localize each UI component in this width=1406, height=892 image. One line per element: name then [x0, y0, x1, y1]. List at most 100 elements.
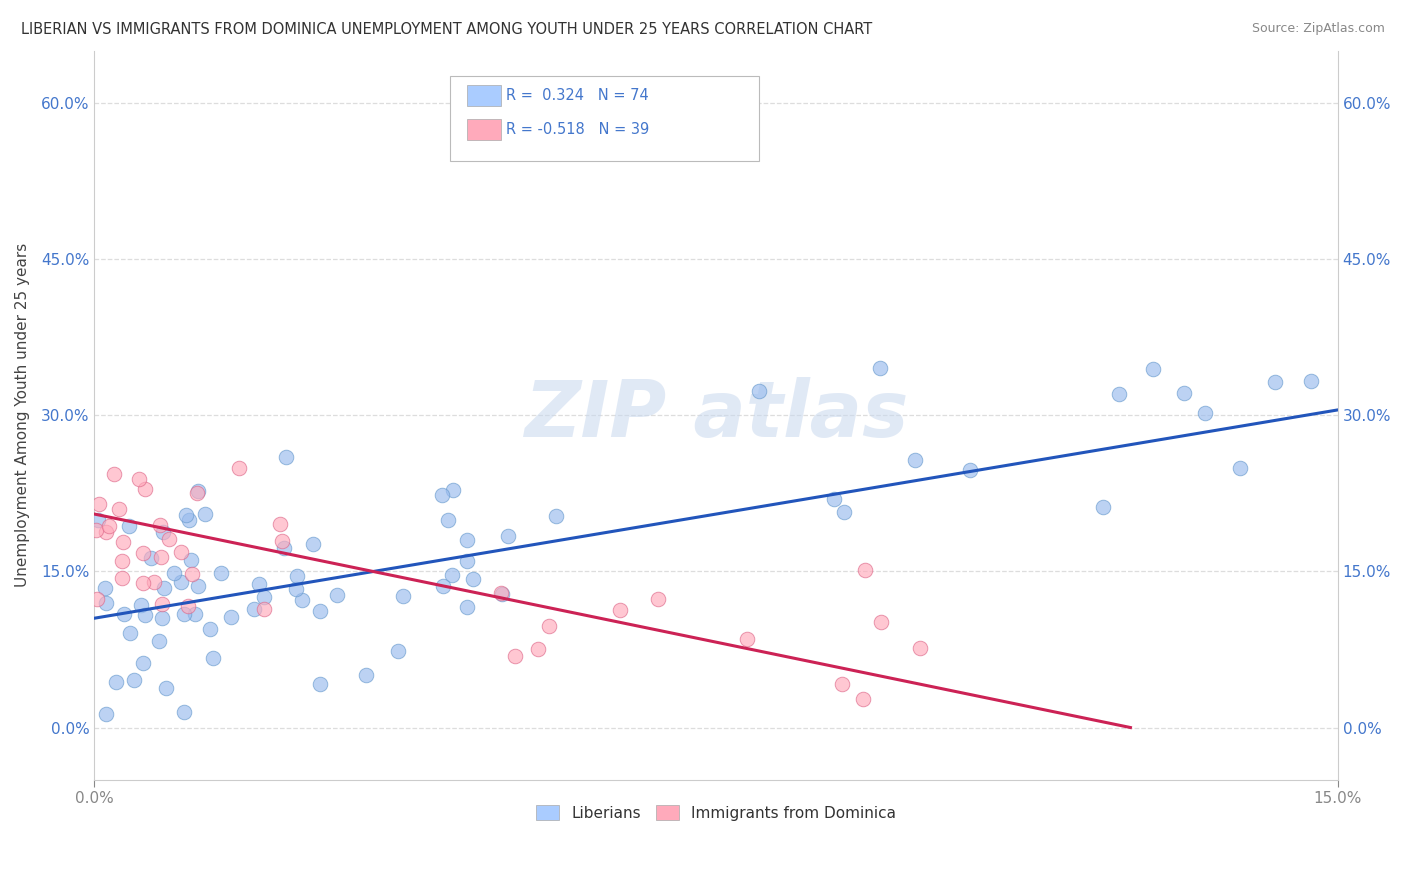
Point: [870, 615, 893, 629]
Point: [823, 492, 845, 507]
Point: [157, 532, 180, 546]
Point: [273, 541, 295, 555]
Point: [202, 651, 225, 665]
Point: [87, 513, 110, 527]
Point: [285, 568, 308, 582]
Point: [209, 566, 232, 581]
Point: [177, 599, 200, 613]
Text: Source: ZipAtlas.com: Source: ZipAtlas.com: [1251, 22, 1385, 36]
Point: [1173, 385, 1195, 400]
Text: LIBERIAN VS IMMIGRANTS FROM DOMINICA UNEMPLOYMENT AMONG YOUTH UNDER 25 YEARS COR: LIBERIAN VS IMMIGRANTS FROM DOMINICA UNE…: [21, 22, 872, 37]
Point: [148, 634, 170, 648]
Point: [131, 546, 153, 560]
Point: [498, 529, 520, 543]
Point: [112, 607, 135, 621]
Point: [153, 581, 176, 595]
Point: [959, 463, 981, 477]
Point: [1092, 500, 1115, 514]
Point: [110, 571, 132, 585]
Point: [735, 632, 758, 646]
Point: [456, 599, 478, 614]
Point: [221, 610, 243, 624]
Point: [96, 707, 118, 722]
Point: [1264, 375, 1286, 389]
Point: [491, 586, 513, 600]
Point: [908, 640, 931, 655]
Point: [441, 568, 464, 582]
Point: [302, 537, 325, 551]
Point: [456, 533, 478, 548]
Point: [853, 563, 876, 577]
Point: [87, 497, 110, 511]
Point: [309, 604, 332, 618]
Point: [269, 517, 291, 532]
Point: [609, 603, 631, 617]
Point: [134, 482, 156, 496]
Point: [491, 587, 513, 601]
Point: [249, 577, 271, 591]
Point: [326, 588, 349, 602]
Point: [181, 567, 204, 582]
Point: [461, 572, 484, 586]
Point: [170, 545, 193, 559]
Point: [748, 384, 770, 398]
Point: [1229, 461, 1251, 475]
Point: [432, 579, 454, 593]
Point: [194, 507, 217, 521]
Point: [152, 611, 174, 625]
Point: [155, 681, 177, 696]
Point: [93, 581, 115, 595]
Point: [253, 591, 276, 605]
Point: [831, 677, 853, 691]
Point: [180, 553, 202, 567]
Point: [122, 673, 145, 687]
Point: [441, 483, 464, 497]
Point: [285, 582, 308, 596]
Point: [869, 361, 891, 376]
Point: [1194, 406, 1216, 420]
Point: [437, 513, 460, 527]
Point: [149, 550, 172, 565]
Point: [647, 592, 669, 607]
Point: [276, 450, 298, 465]
Point: [111, 535, 134, 549]
Point: [128, 472, 150, 486]
Point: [142, 574, 165, 589]
Point: [228, 461, 250, 475]
Point: [387, 644, 409, 658]
Point: [86, 591, 108, 606]
Point: [174, 508, 197, 523]
Point: [1299, 375, 1322, 389]
Point: [173, 607, 195, 622]
Point: [187, 579, 209, 593]
Point: [131, 656, 153, 670]
Point: [198, 622, 221, 636]
Point: [392, 589, 415, 603]
Point: [505, 649, 527, 664]
Point: [852, 691, 875, 706]
Point: [97, 519, 120, 533]
Point: [432, 488, 454, 502]
Point: [134, 608, 156, 623]
Point: [309, 676, 332, 690]
Point: [184, 607, 207, 621]
Point: [243, 601, 266, 615]
Point: [904, 453, 927, 467]
Point: [86, 523, 108, 537]
Point: [150, 597, 173, 611]
Point: [186, 485, 208, 500]
Point: [1108, 386, 1130, 401]
Point: [163, 566, 186, 581]
Point: [169, 574, 191, 589]
Point: [187, 484, 209, 499]
Point: [290, 592, 312, 607]
Point: [271, 533, 294, 548]
Point: [173, 706, 195, 720]
Point: [129, 598, 152, 612]
Point: [177, 513, 200, 527]
Point: [94, 596, 117, 610]
Text: R =  0.324   N = 74: R = 0.324 N = 74: [506, 88, 650, 103]
Point: [526, 642, 548, 657]
Point: [103, 467, 125, 482]
Point: [108, 501, 131, 516]
